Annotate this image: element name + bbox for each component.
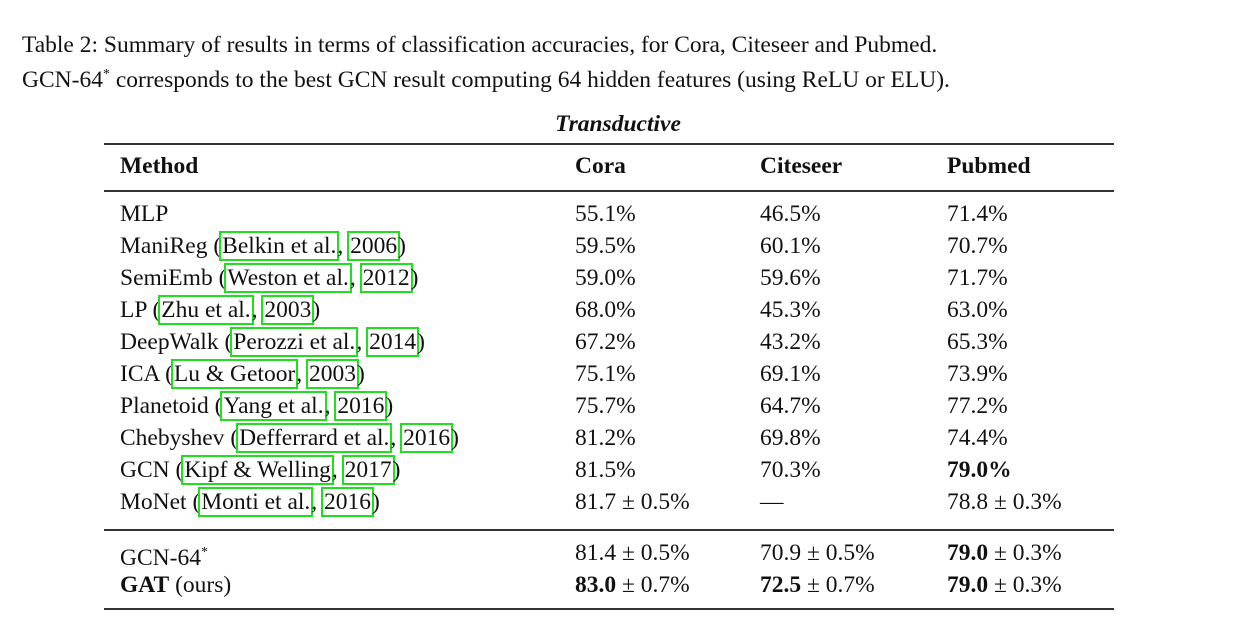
cora-cell: 83.0 ± 0.7% — [575, 572, 690, 598]
citation-author-link[interactable]: Zhu et al. — [158, 295, 254, 325]
method-cell: LP (Zhu et al., 2003) — [120, 295, 321, 325]
citation-year-link[interactable]: 2016 — [321, 487, 375, 517]
citeseer-cell: 64.7% — [760, 393, 821, 419]
citeseer-cell: 70.9 ± 0.5% — [760, 540, 875, 566]
pubmed-cell: 71.4% — [947, 201, 1008, 227]
method-cell: GCN (Kipf & Welling, 2017) — [120, 455, 401, 485]
pubmed-cell: 79.0% — [947, 457, 1012, 483]
table-caption: Table 2: Summary of results in terms of … — [22, 30, 1222, 95]
method-cell: Planetoid (Yang et al., 2016) — [120, 391, 394, 421]
cora-cell: 68.0% — [575, 297, 636, 323]
citeseer-cell: 59.6% — [760, 265, 821, 291]
citation-year-link[interactable]: 2014 — [366, 327, 420, 357]
citeseer-cell: 70.3% — [760, 457, 821, 483]
citeseer-cell: 43.2% — [760, 329, 821, 355]
citation-author-link[interactable]: Monti et al. — [198, 487, 314, 517]
table-row: MLP 55.1% 46.5% 71.4% — [0, 198, 1236, 230]
citation-year-link[interactable]: 2003 — [306, 359, 360, 389]
method-cell: Chebyshev (Defferrard et al., 2016) — [120, 423, 459, 453]
pubmed-cell: 79.0 ± 0.3% — [947, 540, 1062, 566]
pubmed-cell: 77.2% — [947, 393, 1008, 419]
header-pubmed: Pubmed — [947, 153, 1031, 179]
table-row: SemiEmb (Weston et al., 2012) 59.0% 59.6… — [0, 262, 1236, 294]
section-rule — [104, 529, 1114, 531]
method-cell: ManiReg (Belkin et al., 2006) — [120, 231, 406, 261]
method-cell: ICA (Lu & Getoor, 2003) — [120, 359, 365, 389]
cora-cell: 81.5% — [575, 457, 636, 483]
citation-author-link[interactable]: Weston et al. — [224, 263, 352, 293]
citation-author-link[interactable]: Lu & Getoor — [170, 359, 299, 389]
cora-cell: 81.4 ± 0.5% — [575, 540, 690, 566]
pubmed-cell: 65.3% — [947, 329, 1008, 355]
table-row: MoNet (Monti et al., 2016) 81.7 ± 0.5% —… — [0, 486, 1236, 518]
table-row: LP (Zhu et al., 2003) 68.0% 45.3% 63.0% — [0, 294, 1236, 326]
pubmed-cell: 74.4% — [947, 425, 1008, 451]
citation-author-link[interactable]: Yang et al. — [220, 391, 327, 421]
table-row: GAT (ours) 83.0 ± 0.7% 72.5 ± 0.7% 79.0 … — [0, 569, 1236, 601]
header-method: Method — [120, 153, 199, 179]
method-cell: GCN-64* — [120, 544, 208, 571]
cora-cell: 55.1% — [575, 201, 636, 227]
pubmed-cell: 78.8 ± 0.3% — [947, 489, 1062, 515]
cora-cell: 75.1% — [575, 361, 636, 387]
method-cell: MLP — [120, 201, 169, 227]
table-row: ICA (Lu & Getoor, 2003) 75.1% 69.1% 73.9… — [0, 358, 1236, 390]
header-rule — [104, 190, 1114, 192]
method-cell: GAT (ours) — [120, 572, 232, 598]
citation-year-link[interactable]: 2003 — [261, 295, 315, 325]
citation-year-link[interactable]: 2016 — [400, 423, 454, 453]
citeseer-cell: 60.1% — [760, 233, 821, 259]
citation-author-link[interactable]: Perozzi et al. — [230, 327, 359, 357]
header-citeseer: Citeseer — [760, 153, 843, 179]
citeseer-cell: 72.5 ± 0.7% — [760, 572, 875, 598]
bottom-rule — [104, 608, 1114, 610]
group-title: Transductive — [555, 111, 681, 137]
method-cell: MoNet (Monti et al., 2016) — [120, 487, 380, 517]
table-row: ManiReg (Belkin et al., 2006) 59.5% 60.1… — [0, 230, 1236, 262]
top-rule — [104, 143, 1114, 145]
cora-cell: 81.7 ± 0.5% — [575, 489, 690, 515]
pubmed-cell: 63.0% — [947, 297, 1008, 323]
method-cell: DeepWalk (Perozzi et al., 2014) — [120, 327, 425, 357]
table-row: Planetoid (Yang et al., 2016) 75.7% 64.7… — [0, 390, 1236, 422]
header-row: Method Cora Citeseer Pubmed — [0, 150, 1236, 182]
table-row: DeepWalk (Perozzi et al., 2014) 67.2% 43… — [0, 326, 1236, 358]
pubmed-cell: 73.9% — [947, 361, 1008, 387]
pubmed-cell: 71.7% — [947, 265, 1008, 291]
cora-cell: 67.2% — [575, 329, 636, 355]
cora-cell: 59.0% — [575, 265, 636, 291]
table-row: GCN-64* 81.4 ± 0.5% 70.9 ± 0.5% 79.0 ± 0… — [0, 537, 1236, 571]
cora-cell: 75.7% — [575, 393, 636, 419]
citation-year-link[interactable]: 2012 — [359, 263, 413, 293]
table-row: Chebyshev (Defferrard et al., 2016) 81.2… — [0, 422, 1236, 454]
citation-author-link[interactable]: Kipf & Welling — [181, 455, 334, 485]
table-row: GCN (Kipf & Welling, 2017) 81.5% 70.3% 7… — [0, 454, 1236, 486]
citeseer-cell: 69.8% — [760, 425, 821, 451]
pubmed-cell: 79.0 ± 0.3% — [947, 572, 1062, 598]
citeseer-cell: — — [760, 489, 784, 515]
citation-author-link[interactable]: Belkin et al. — [219, 231, 340, 261]
header-cora: Cora — [575, 153, 626, 179]
method-cell: SemiEmb (Weston et al., 2012) — [120, 263, 419, 293]
cora-cell: 59.5% — [575, 233, 636, 259]
citation-year-link[interactable]: 2016 — [334, 391, 388, 421]
citation-year-link[interactable]: 2006 — [347, 231, 401, 261]
cora-cell: 81.2% — [575, 425, 636, 451]
caption-line-1: Table 2: Summary of results in terms of … — [22, 32, 938, 58]
citation-author-link[interactable]: Defferrard et al. — [236, 423, 393, 453]
citeseer-cell: 45.3% — [760, 297, 821, 323]
citeseer-cell: 69.1% — [760, 361, 821, 387]
citation-year-link[interactable]: 2017 — [341, 455, 395, 485]
caption-line-2: GCN-64* corresponds to the best GCN resu… — [22, 66, 950, 93]
pubmed-cell: 70.7% — [947, 233, 1008, 259]
citeseer-cell: 46.5% — [760, 201, 821, 227]
